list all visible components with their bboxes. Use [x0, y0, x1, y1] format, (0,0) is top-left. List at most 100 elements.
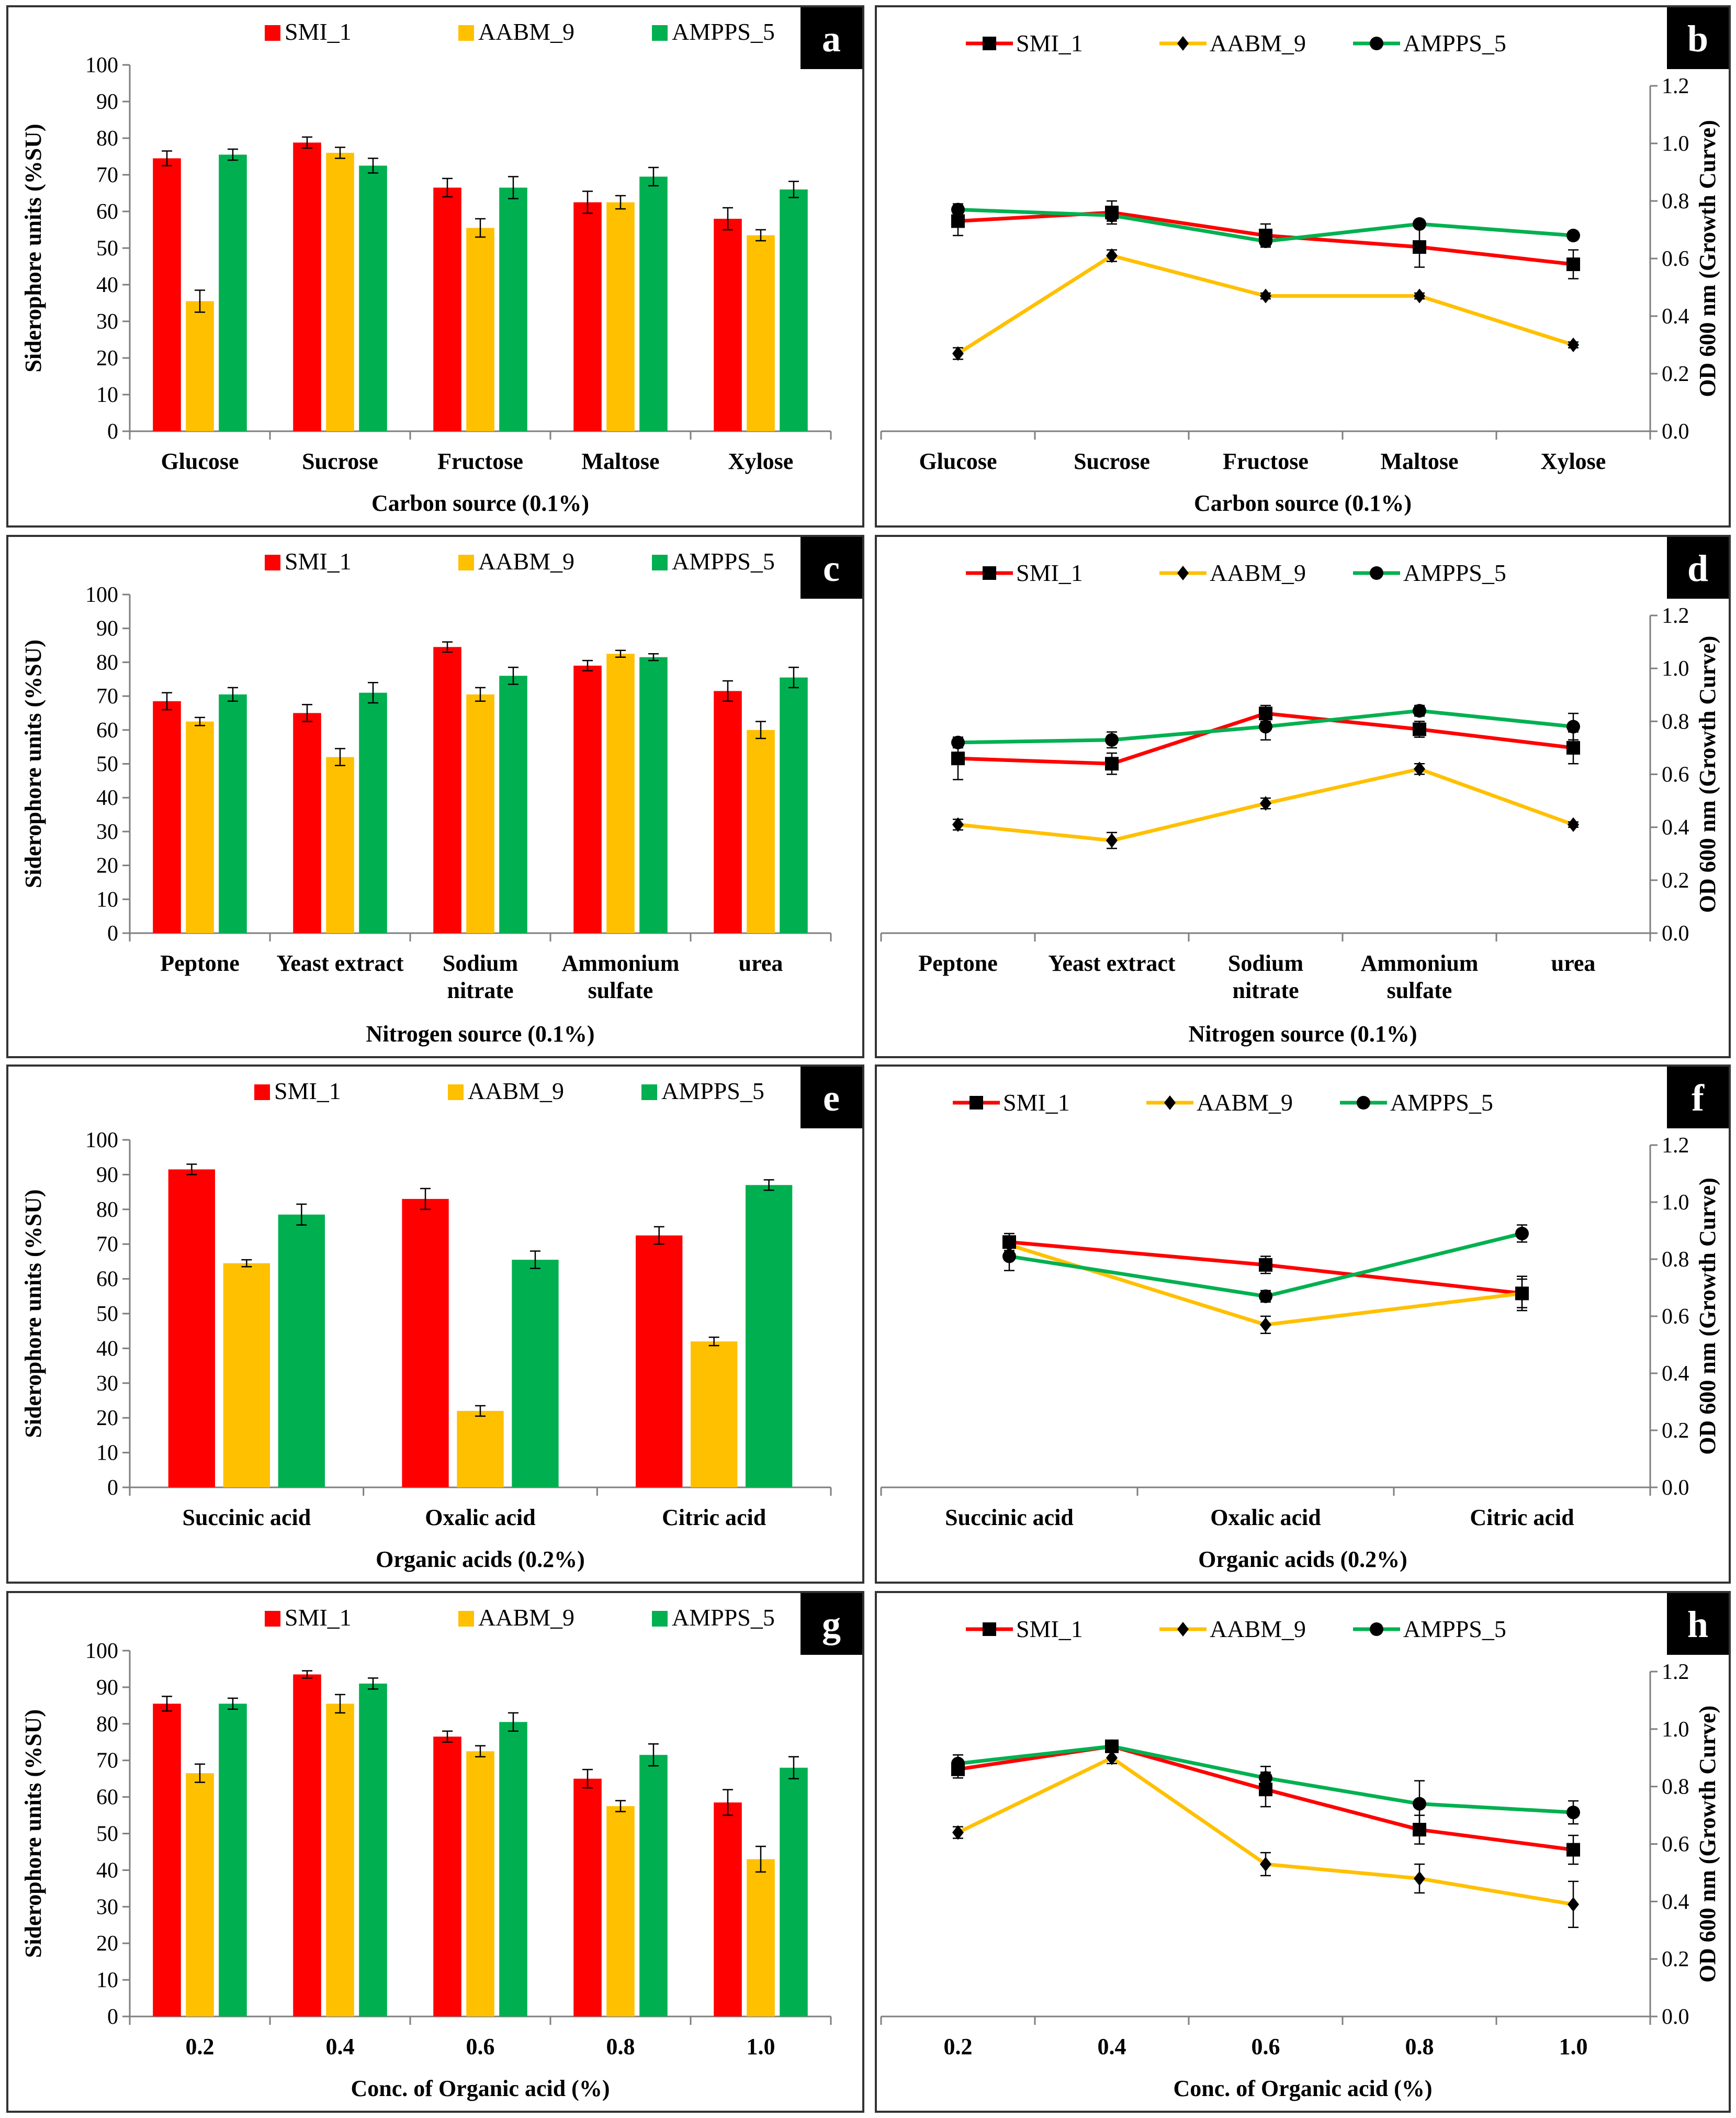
bar-AABM_9	[186, 1773, 214, 2016]
x-category-label: 1.0	[1559, 2034, 1588, 2059]
bar-AMPPS_5	[780, 1767, 808, 2016]
legend-label: SMI_1	[1016, 30, 1083, 57]
marker-circle	[1105, 733, 1119, 747]
bar-AMPPS_5	[745, 1185, 793, 1487]
chart-h: 0.0 0.2 0.4 0.6 0.8 1.0 1.2 0.2 0.4 0.6 0.8 1.0 Conc…	[880, 1593, 1729, 2101]
marker-circle	[951, 203, 965, 217]
bar-AMPPS_5	[639, 1755, 668, 2016]
marker-circle	[1413, 704, 1426, 718]
y-axis-title: OD 600 nm (Growth Curve)	[1695, 120, 1720, 397]
marker-diamond	[1260, 288, 1271, 304]
bar-AMPPS_5	[359, 692, 387, 933]
legend-marker	[983, 1622, 996, 1636]
x-axis-title: Carbon source (0.1%)	[1194, 490, 1412, 516]
y-tick-label: 0.4	[1662, 1362, 1689, 1386]
marker-diamond	[1516, 1286, 1528, 1301]
bar-SMI_1	[168, 1169, 216, 1487]
x-category-label: Ammonium	[1361, 950, 1479, 976]
y-tick-label: 1.0	[1662, 657, 1689, 681]
x-category-label: Yeast extract	[1048, 950, 1175, 976]
legend-marker	[970, 1096, 983, 1110]
y-axis-title: OD 600 nm (Growth Curve)	[1695, 636, 1720, 913]
x-category-label: urea	[739, 950, 783, 976]
y-tick-label: 0	[107, 1476, 118, 1500]
marker-circle	[1105, 1739, 1119, 1753]
panel-letter-box	[1667, 7, 1729, 69]
marker-square	[1259, 1258, 1272, 1272]
y-tick-label: 0.8	[1662, 1248, 1689, 1272]
x-category-label: Oxalic acid	[1210, 1505, 1321, 1530]
bar-AMPPS_5	[780, 189, 808, 431]
marker-diamond	[1260, 1317, 1271, 1332]
panel-h: 0.0 0.2 0.4 0.6 0.8 1.0 1.2 0.2 0.4 0.6 0.8 1.0 Conc…	[875, 1591, 1731, 2113]
y-tick-label: 1.2	[1662, 1660, 1689, 1684]
bar-SMI_1	[636, 1235, 683, 1487]
bar-AMPPS_5	[499, 187, 527, 431]
marker-circle	[1259, 1771, 1272, 1785]
panel-letter-box	[801, 7, 862, 69]
marker-square	[1566, 257, 1580, 271]
panel-letter-box	[801, 1067, 862, 1128]
bar-AABM_9	[186, 721, 214, 933]
legend-marker	[1177, 36, 1189, 51]
legend-label: AMPPS_5	[672, 18, 775, 45]
marker-diamond	[1568, 338, 1579, 352]
marker-diamond	[1568, 1897, 1579, 1912]
marker-square	[1413, 240, 1426, 254]
panel-letter: b	[1687, 18, 1708, 60]
marker-diamond	[1414, 288, 1425, 304]
y-tick-label: 40	[96, 786, 118, 810]
marker-circle	[1413, 1797, 1426, 1811]
legend-marker	[1164, 1095, 1176, 1110]
legend-label: AABM_9	[1210, 559, 1306, 586]
bar-SMI_1	[573, 665, 602, 933]
x-axis-title: Nitrogen source (0.1%)	[1188, 1021, 1417, 1047]
y-tick-label: 70	[96, 1749, 118, 1773]
bar-SMI_1	[714, 219, 742, 431]
x-category-label: sulfate	[1387, 978, 1452, 1003]
legend-label: SMI_1	[285, 548, 352, 575]
y-tick-label: 0	[107, 922, 118, 946]
legend-swatch	[652, 1611, 668, 1627]
y-tick-label: 40	[96, 273, 118, 297]
y-tick-label: 80	[96, 651, 118, 675]
y-tick-label: 20	[96, 346, 118, 371]
y-tick-label: 60	[96, 1786, 118, 1810]
marker-diamond	[952, 817, 964, 832]
legend-label: AABM_9	[478, 548, 574, 575]
x-category-label: sulfate	[588, 978, 653, 1003]
y-tick-label: 20	[96, 1932, 118, 1956]
bar-AABM_9	[223, 1263, 270, 1487]
y-tick-label: 0.4	[1662, 305, 1689, 329]
y-tick-label: 100	[85, 1639, 118, 1663]
x-category-label: Citric acid	[1470, 1505, 1574, 1530]
bar-AMPPS_5	[219, 694, 247, 933]
y-tick-label: 0.2	[1662, 1419, 1689, 1443]
chart-d: 0.0 0.2 0.4 0.6 0.8 1.0 1.2 Peptone Yeast extrac…	[880, 537, 1729, 1047]
x-axis-title: Carbon source (0.1%)	[371, 490, 589, 516]
y-tick-label: 0.6	[1662, 1305, 1689, 1329]
y-tick-label: 100	[85, 1128, 118, 1152]
bar-SMI_1	[714, 691, 742, 933]
x-axis-title: Organic acids (0.2%)	[376, 1547, 585, 1572]
panel-f: 0.0 0.2 0.4 0.6 0.8 1.0 1.2 Succinic acid Oxalic…	[875, 1064, 1731, 1584]
legend-marker	[1370, 566, 1383, 580]
legend-label: AMPPS_5	[661, 1078, 764, 1104]
legend-label: AMPPS_5	[1390, 1089, 1493, 1116]
legend-swatch	[265, 25, 280, 41]
y-tick-label: 10	[96, 1968, 118, 1992]
marker-diamond	[1260, 796, 1271, 811]
panel-c: 0 10 20 30 40 50 60 70 80 90 100 Peptone Yeast extra…	[6, 535, 864, 1058]
bar-AMPPS_5	[512, 1260, 559, 1487]
marker-circle	[1259, 234, 1272, 248]
bar-AMPPS_5	[639, 176, 668, 431]
x-axis-title: Conc. of Organic acid (%)	[351, 2076, 610, 2101]
x-category-label: Ammonium	[562, 950, 680, 976]
y-tick-label: 0.4	[1662, 1890, 1689, 1914]
x-category-label: Fructose	[1223, 449, 1309, 474]
bar-AABM_9	[747, 235, 775, 431]
y-tick-label: 0.0	[1662, 922, 1689, 946]
bar-AMPPS_5	[499, 1722, 527, 2016]
panel-letter: h	[1687, 1604, 1708, 1645]
legend-label: SMI_1	[285, 1604, 352, 1631]
